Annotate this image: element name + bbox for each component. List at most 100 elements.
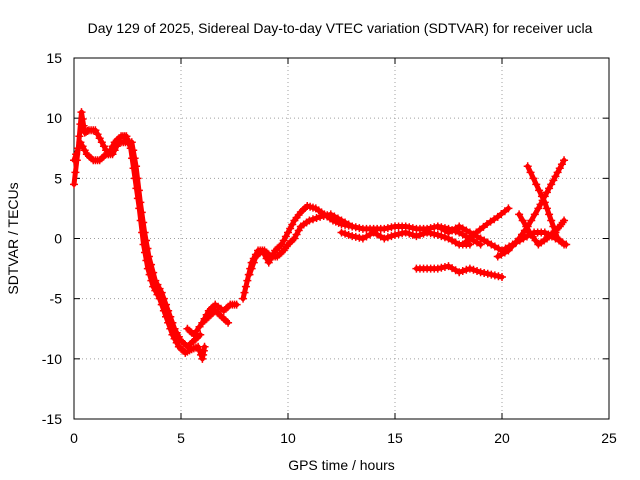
data-point-marker [130,154,139,163]
data-series [70,108,571,363]
data-point-marker [260,250,269,259]
data-point-marker [531,236,540,245]
data-point-marker [517,230,526,239]
data-point-marker [348,232,357,241]
data-point-marker [560,216,569,225]
data-point-marker [380,224,389,233]
y-axis-label: SDTVAR / TECUs [5,182,21,294]
data-point-marker [458,266,467,275]
data-point-marker [542,188,551,197]
data-point-marker [383,233,392,242]
data-point-marker [286,224,295,233]
series-trace [71,109,208,362]
data-point-marker [549,222,558,231]
data-point-marker [426,229,435,238]
data-point-marker [555,164,564,173]
data-point-marker [523,162,532,171]
data-point-marker [483,269,492,278]
series-track-k [493,156,569,261]
data-point-marker [430,230,439,239]
series-track-i [461,204,513,247]
data-point-marker [71,168,80,177]
data-point-marker [189,330,198,339]
data-point-marker [480,268,489,277]
data-point-marker [535,186,544,195]
data-point-marker [134,186,143,195]
data-point-marker [440,233,449,242]
data-point-marker [144,252,153,261]
data-point-marker [198,318,207,327]
y-tick-label: -15 [42,411,62,427]
data-point-marker [269,250,278,259]
data-point-marker [415,230,424,239]
data-point-marker [462,265,471,274]
data-point-marker [112,142,121,151]
data-point-marker [95,134,104,143]
data-point-marker [93,130,102,139]
y-tick-label: 0 [54,231,62,247]
data-point-marker [530,210,539,219]
series-track-j [412,262,506,282]
data-point-marker [351,223,360,232]
data-point-marker [487,270,496,279]
data-point-marker [387,232,396,241]
data-point-marker [542,204,551,213]
data-point-marker [337,220,346,229]
data-point-marker [341,220,350,229]
data-point-marker [99,142,108,151]
y-tick-label: 15 [46,50,62,66]
data-point-marker [70,180,78,189]
data-point-marker [494,272,503,281]
data-point-marker [266,254,275,263]
data-point-marker [469,265,478,274]
data-point-marker [515,234,524,243]
data-point-marker [284,228,292,237]
data-point-marker [355,224,364,233]
data-point-marker [75,132,84,141]
data-point-marker [437,263,446,272]
series-track-a [70,108,209,363]
data-point-marker [534,204,543,213]
data-point-marker [490,271,499,280]
data-point-marker [532,180,541,189]
data-point-marker [166,312,175,321]
data-point-marker [408,230,417,239]
data-point-marker [348,222,357,231]
data-point-marker [522,222,531,231]
data-point-marker [195,322,204,331]
data-point-marker [545,184,554,193]
data-point-marker [465,264,474,273]
data-point-marker [192,326,201,335]
data-point-marker [504,204,513,213]
data-point-marker [168,318,177,327]
series-trace [525,163,567,248]
x-tick-label: 10 [280,430,296,446]
data-point-marker [528,232,537,241]
data-point-marker [387,223,396,232]
data-point-marker [133,174,142,183]
data-point-marker [151,276,160,285]
data-point-marker [249,258,258,267]
x-tick-label: 20 [494,430,510,446]
data-point-marker [294,226,303,235]
series-track-m [523,162,569,249]
data-point-marker [408,224,417,233]
data-point-marker [279,236,288,245]
data-point-marker [239,294,248,303]
data-point-marker [433,230,442,239]
data-point-marker [155,284,164,293]
data-point-marker [247,264,256,273]
data-point-marker [518,216,527,225]
data-point-marker [76,138,85,147]
data-point-marker [110,146,119,155]
data-point-marker [77,108,86,117]
data-point-marker [526,168,535,177]
y-tick-label: -5 [50,291,63,307]
data-point-marker [258,246,267,255]
data-point-marker [341,229,350,238]
y-tick-label: 5 [54,170,62,186]
data-point-marker [74,144,83,153]
data-point-marker [344,221,353,230]
chart-title: Day 129 of 2025, Sidereal Day-to-day VTE… [88,20,593,36]
data-point-marker [202,310,211,319]
